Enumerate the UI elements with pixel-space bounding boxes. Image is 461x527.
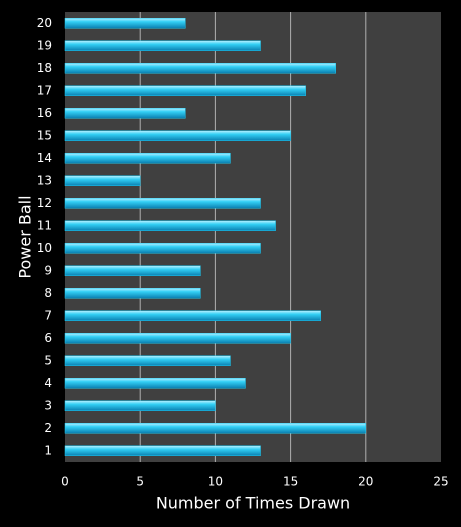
y-tick-label: 19 — [37, 38, 52, 52]
y-tick-label: 7 — [44, 308, 52, 322]
y-tick-label: 8 — [44, 286, 52, 300]
y-tick-label: 13 — [37, 173, 52, 187]
bar — [64, 265, 201, 276]
bar — [64, 288, 201, 299]
bar — [64, 310, 321, 321]
bar — [64, 63, 336, 74]
bar — [64, 220, 276, 231]
y-tick-label: 1 — [44, 443, 52, 457]
y-axis-title: Power Ball — [16, 195, 35, 278]
y-tick-label: 17 — [37, 83, 52, 97]
y-tick-label: 14 — [37, 151, 52, 165]
x-axis-title: Number of Times Drawn — [156, 494, 350, 513]
bar — [64, 198, 261, 209]
y-tick-label: 9 — [44, 263, 52, 277]
bar — [64, 445, 261, 456]
x-tick-label: 0 — [61, 475, 69, 489]
x-tick-label: 10 — [208, 475, 223, 489]
bar — [64, 108, 186, 119]
y-tick-label: 12 — [37, 196, 52, 210]
y-tick-label: 5 — [44, 353, 52, 367]
bar — [64, 243, 261, 254]
y-tick-label: 15 — [37, 128, 52, 142]
y-tick-label: 20 — [37, 16, 52, 30]
y-tick-label: 4 — [44, 376, 52, 390]
bar — [64, 40, 261, 51]
bar — [64, 18, 186, 29]
y-tick-label: 6 — [44, 331, 52, 345]
bar — [64, 400, 216, 411]
bar — [64, 355, 231, 366]
x-tick-label: 20 — [358, 475, 373, 489]
x-tick-label: 25 — [433, 475, 448, 489]
bar — [64, 130, 291, 141]
x-tick-label: 15 — [283, 475, 298, 489]
y-tick-label: 3 — [44, 398, 52, 412]
bar — [64, 153, 231, 164]
plot-area — [65, 12, 441, 462]
bar — [64, 175, 141, 186]
bar — [64, 333, 291, 344]
x-tick-label: 5 — [136, 475, 144, 489]
bar — [64, 85, 306, 96]
y-tick-label: 16 — [37, 106, 52, 120]
y-tick-label: 2 — [44, 421, 52, 435]
bar — [64, 423, 367, 434]
y-tick-label: 18 — [37, 61, 52, 75]
y-tick-label: 11 — [37, 218, 52, 232]
bar — [64, 378, 246, 389]
y-tick-label: 10 — [37, 241, 52, 255]
